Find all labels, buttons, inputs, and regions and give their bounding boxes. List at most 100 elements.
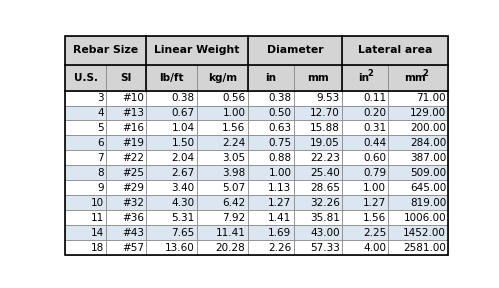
- Bar: [146, 65, 197, 90]
- Bar: [65, 180, 106, 195]
- Bar: [248, 240, 294, 255]
- Text: 284.00: 284.00: [410, 138, 446, 148]
- Bar: [294, 225, 342, 240]
- Bar: [389, 120, 448, 135]
- Bar: [146, 210, 197, 225]
- Bar: [248, 180, 294, 195]
- Bar: [65, 90, 106, 105]
- Bar: [65, 240, 106, 255]
- Bar: [65, 105, 106, 120]
- Bar: [342, 225, 389, 240]
- Bar: [106, 210, 146, 225]
- Bar: [146, 225, 197, 240]
- Text: 1.41: 1.41: [268, 213, 291, 223]
- Bar: [197, 65, 248, 90]
- Text: 22.23: 22.23: [310, 153, 340, 163]
- Text: 6.42: 6.42: [222, 198, 246, 208]
- Text: 1.27: 1.27: [268, 198, 291, 208]
- Text: 0.11: 0.11: [363, 93, 386, 103]
- Bar: [197, 165, 248, 180]
- Text: 3: 3: [97, 93, 104, 103]
- Bar: [294, 120, 342, 135]
- Text: SI: SI: [121, 73, 132, 83]
- Bar: [389, 135, 448, 150]
- Text: U.S.: U.S.: [74, 73, 98, 83]
- Bar: [146, 180, 197, 195]
- Text: 3.98: 3.98: [222, 168, 246, 178]
- Bar: [389, 90, 448, 105]
- Text: 0.31: 0.31: [363, 123, 386, 133]
- Text: 18: 18: [90, 243, 104, 253]
- Text: 13.60: 13.60: [165, 243, 195, 253]
- Bar: [146, 105, 197, 120]
- Text: Diameter: Diameter: [266, 46, 323, 56]
- Bar: [294, 195, 342, 210]
- Text: 2.26: 2.26: [268, 243, 291, 253]
- Bar: [342, 135, 389, 150]
- Bar: [342, 105, 389, 120]
- Text: 6: 6: [97, 138, 104, 148]
- Text: 3.40: 3.40: [172, 183, 195, 193]
- Bar: [106, 225, 146, 240]
- Text: 7: 7: [97, 153, 104, 163]
- Text: 15.88: 15.88: [310, 123, 340, 133]
- Bar: [389, 165, 448, 180]
- Text: 2.67: 2.67: [172, 168, 195, 178]
- Text: 0.38: 0.38: [268, 93, 291, 103]
- Text: 1452.00: 1452.00: [403, 228, 446, 238]
- Bar: [146, 36, 248, 65]
- Bar: [294, 210, 342, 225]
- Text: kg/m: kg/m: [208, 73, 237, 83]
- Text: 1.56: 1.56: [222, 123, 246, 133]
- Text: Linear Weight: Linear Weight: [154, 46, 240, 56]
- Bar: [197, 240, 248, 255]
- Bar: [389, 105, 448, 120]
- Text: 28.65: 28.65: [310, 183, 340, 193]
- Text: #32: #32: [122, 198, 144, 208]
- Text: 1.27: 1.27: [363, 198, 386, 208]
- Bar: [106, 180, 146, 195]
- Text: 7.92: 7.92: [222, 213, 246, 223]
- Text: 10: 10: [90, 198, 104, 208]
- Text: 1.00: 1.00: [268, 168, 291, 178]
- Text: 4.30: 4.30: [172, 198, 195, 208]
- Text: 5: 5: [97, 123, 104, 133]
- Text: 2.25: 2.25: [363, 228, 386, 238]
- Bar: [106, 165, 146, 180]
- Text: #19: #19: [122, 138, 144, 148]
- Text: 0.75: 0.75: [268, 138, 291, 148]
- Bar: [248, 225, 294, 240]
- Text: 20.28: 20.28: [216, 243, 246, 253]
- Text: 2.04: 2.04: [172, 153, 195, 163]
- Text: 32.26: 32.26: [310, 198, 340, 208]
- Bar: [294, 105, 342, 120]
- Bar: [197, 120, 248, 135]
- Bar: [146, 135, 197, 150]
- Text: 3.05: 3.05: [222, 153, 246, 163]
- Text: #22: #22: [122, 153, 144, 163]
- Text: #10: #10: [122, 93, 144, 103]
- Text: #29: #29: [122, 183, 144, 193]
- Text: 43.00: 43.00: [310, 228, 340, 238]
- Text: 129.00: 129.00: [410, 108, 446, 118]
- Bar: [65, 225, 106, 240]
- Bar: [65, 135, 106, 150]
- Bar: [389, 65, 448, 90]
- Text: #36: #36: [122, 213, 144, 223]
- Bar: [342, 240, 389, 255]
- Bar: [146, 90, 197, 105]
- Text: 1.69: 1.69: [268, 228, 291, 238]
- Text: 4: 4: [97, 108, 104, 118]
- Text: mm: mm: [307, 73, 329, 83]
- Text: 1.04: 1.04: [172, 123, 195, 133]
- Bar: [146, 120, 197, 135]
- Bar: [248, 150, 294, 165]
- Text: 509.00: 509.00: [410, 168, 446, 178]
- Text: 0.88: 0.88: [268, 153, 291, 163]
- Bar: [106, 135, 146, 150]
- Text: Lateral area: Lateral area: [358, 46, 433, 56]
- Text: 1.00: 1.00: [363, 183, 386, 193]
- Bar: [197, 135, 248, 150]
- Bar: [146, 165, 197, 180]
- Bar: [342, 120, 389, 135]
